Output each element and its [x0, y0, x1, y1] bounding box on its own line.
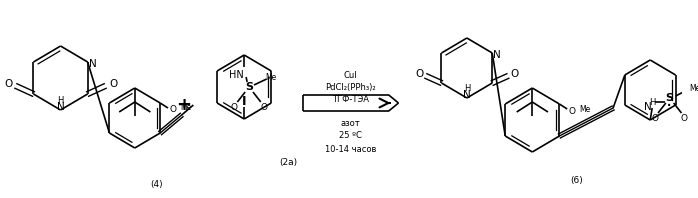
Text: N: N: [57, 102, 64, 112]
Text: азот: азот: [341, 118, 360, 128]
Text: Me: Me: [690, 84, 698, 92]
Text: 25 ºC: 25 ºC: [339, 131, 362, 141]
Text: O: O: [569, 107, 576, 115]
Text: H: H: [57, 95, 64, 105]
Text: O: O: [170, 106, 177, 114]
Text: .: .: [666, 90, 672, 109]
Text: O: O: [415, 69, 423, 79]
Text: O: O: [510, 69, 519, 79]
Text: O: O: [231, 103, 238, 111]
Text: O: O: [681, 113, 688, 123]
Text: O: O: [109, 79, 117, 89]
Text: N: N: [463, 90, 470, 100]
Text: N: N: [493, 50, 501, 60]
Text: Me: Me: [180, 104, 191, 112]
Text: S: S: [666, 93, 674, 103]
Text: Me: Me: [579, 105, 591, 113]
Text: 10-14 часов: 10-14 часов: [325, 145, 376, 153]
Text: N: N: [89, 59, 96, 69]
Text: S: S: [245, 82, 253, 92]
Text: O: O: [4, 79, 13, 89]
Text: ТГФ-ТЭА: ТГФ-ТЭА: [332, 94, 369, 104]
Text: N: N: [644, 102, 652, 112]
Text: I: I: [242, 94, 246, 108]
Text: H: H: [649, 97, 655, 107]
Text: CuI: CuI: [344, 70, 357, 80]
Text: (2a): (2a): [279, 159, 297, 168]
Text: O: O: [260, 103, 267, 111]
Text: Me: Me: [265, 72, 276, 82]
Text: H: H: [463, 84, 470, 92]
Text: (4): (4): [150, 181, 163, 189]
Text: (6): (6): [570, 175, 583, 185]
Text: O: O: [652, 113, 659, 123]
Text: PdCl₂(PPh₃)₂: PdCl₂(PPh₃)₂: [325, 83, 376, 91]
Text: HN: HN: [229, 70, 244, 80]
Text: +: +: [176, 96, 191, 114]
